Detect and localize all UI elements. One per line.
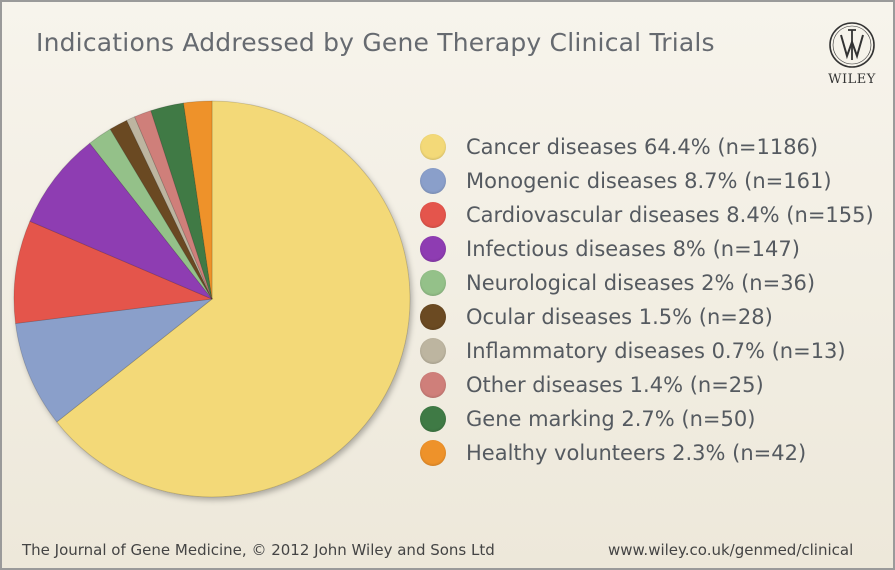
legend-swatch (420, 168, 446, 194)
legend-label: Neurological diseases 2% (n=36) (466, 271, 816, 295)
chart-title: Indications Addressed by Gene Therapy Cl… (36, 28, 715, 57)
legend-swatch (420, 236, 446, 262)
legend-item: Other diseases 1.4% (n=25) (420, 368, 874, 402)
legend-item: Cancer diseases 64.4% (n=1186) (420, 130, 874, 164)
legend-item: Infectious diseases 8% (n=147) (420, 232, 874, 266)
pie-slice-monogenic-diseases (15, 298, 214, 423)
legend-label: Ocular diseases 1.5% (n=28) (466, 305, 773, 329)
legend-swatch (420, 372, 446, 398)
legend-swatch (420, 270, 446, 296)
legend-swatch (420, 134, 446, 160)
legend-label: Healthy volunteers 2.3% (n=42) (466, 441, 807, 465)
legend-label: Inflammatory diseases 0.7% (n=13) (466, 339, 846, 363)
footer-credit: The Journal of Gene Medicine, © 2012 Joh… (22, 541, 495, 559)
legend-swatch (420, 202, 446, 228)
legend-item: Inflammatory diseases 0.7% (n=13) (420, 334, 874, 368)
legend-item: Neurological diseases 2% (n=36) (420, 266, 874, 300)
pie-slice-cardiovascular-diseases (13, 220, 214, 324)
pie-slice-cancer-diseases (56, 100, 411, 498)
logo-text: WILEY (828, 72, 876, 87)
legend-item: Ocular diseases 1.5% (n=28) (420, 300, 874, 334)
wiley-logo: WILEY (823, 20, 881, 87)
legend-label: Monogenic diseases 8.7% (n=161) (466, 169, 832, 193)
legend-item: Gene marking 2.7% (n=50) (420, 402, 874, 436)
wiley-seal-icon (829, 22, 875, 68)
legend-swatch (420, 338, 446, 364)
pie-slice-infectious-diseases (29, 142, 213, 300)
legend-label: Gene marking 2.7% (n=50) (466, 407, 756, 431)
legend-item: Cardiovascular diseases 8.4% (n=155) (420, 198, 874, 232)
chart-legend: Cancer diseases 64.4% (n=1186) Monogenic … (420, 130, 874, 470)
legend-item: Healthy volunteers 2.3% (n=42) (420, 436, 874, 470)
legend-item: Monogenic diseases 8.7% (n=161) (420, 164, 874, 198)
footer-url: www.wiley.co.uk/genmed/clinical (608, 541, 854, 559)
legend-swatch (420, 406, 446, 432)
pie-slice-healthy-volunteers (183, 100, 213, 300)
legend-label: Cancer diseases 64.4% (n=1186) (466, 135, 819, 159)
legend-swatch (420, 304, 446, 330)
legend-label: Other diseases 1.4% (n=25) (466, 373, 764, 397)
legend-label: Cardiovascular diseases 8.4% (n=155) (466, 203, 874, 227)
legend-swatch (420, 440, 446, 466)
legend-label: Infectious diseases 8% (n=147) (466, 237, 800, 261)
